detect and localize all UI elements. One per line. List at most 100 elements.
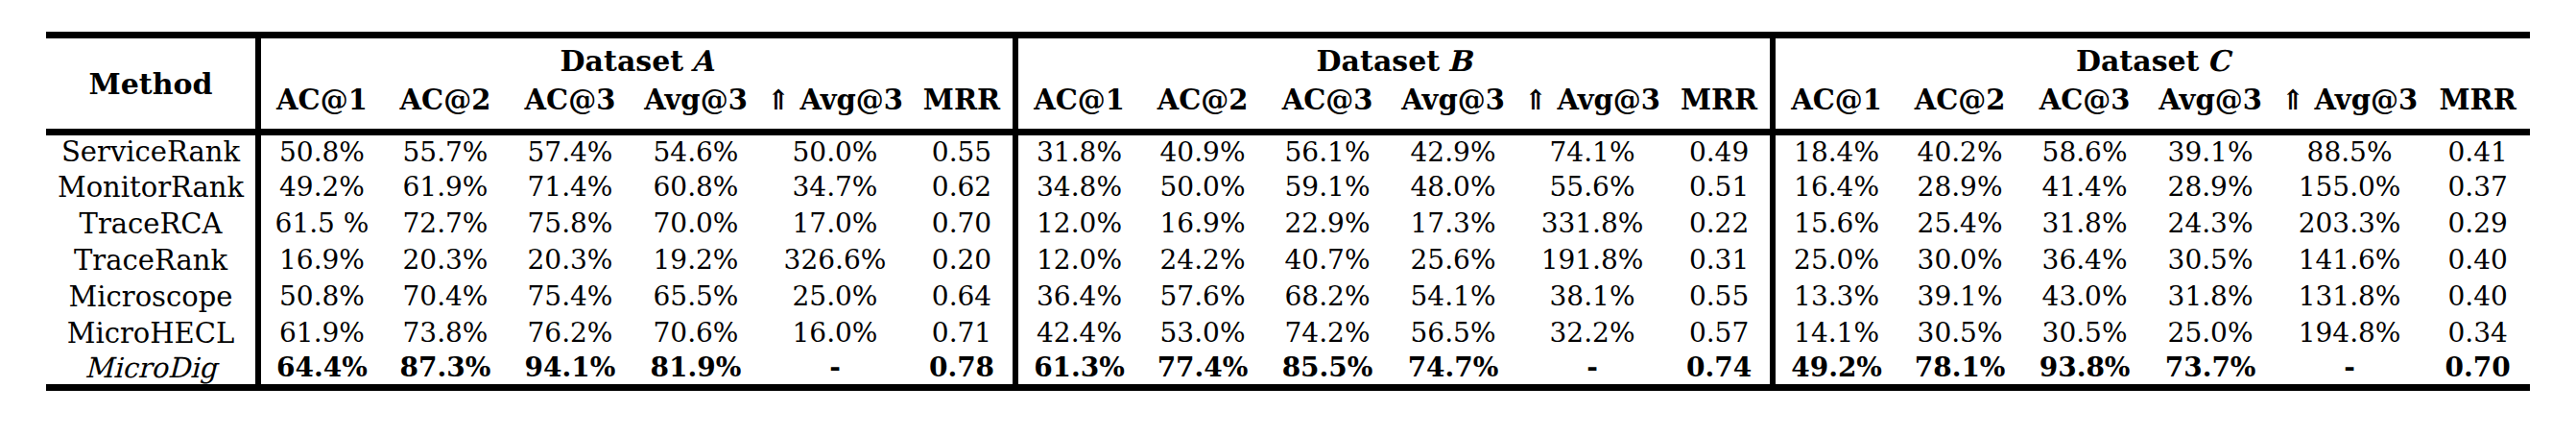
value-cell: 331.8%: [1516, 206, 1668, 242]
dataset-b-header: DatasetB: [1015, 36, 1773, 85]
metric-header-b-ac2: AC@2: [1140, 84, 1265, 133]
value-cell: 87.3%: [383, 351, 508, 388]
results-table: Method DatasetA DatasetB DatasetC AC@1 A…: [46, 32, 2530, 391]
metric-header-c-ac2: AC@2: [1897, 84, 2022, 133]
value-cell: 18.4%: [1773, 133, 1897, 169]
value-cell: 13.3%: [1773, 279, 1897, 315]
value-cell: 57.4%: [508, 133, 632, 169]
value-cell: 70.0%: [632, 206, 759, 242]
value-cell: 41.4%: [2022, 169, 2147, 206]
value-cell: 25.0%: [2147, 315, 2274, 351]
value-cell: 30.5%: [2022, 315, 2147, 351]
dataset-a-word: Dataset: [561, 44, 684, 78]
value-cell: 39.1%: [1897, 279, 2022, 315]
value-cell: 0.37: [2425, 169, 2530, 206]
value-cell: 71.4%: [508, 169, 632, 206]
value-cell: 32.2%: [1516, 315, 1668, 351]
value-cell: 0.74: [1668, 351, 1773, 388]
method-cell: MicroDig: [46, 351, 258, 388]
method-cell: MicroHECL: [46, 315, 258, 351]
value-cell: 68.2%: [1265, 279, 1390, 315]
value-cell: 55.6%: [1516, 169, 1668, 206]
value-cell: 0.55: [1668, 279, 1773, 315]
value-cell: 0.22: [1668, 206, 1773, 242]
value-cell: 60.8%: [632, 169, 759, 206]
metric-header-b-ac1: AC@1: [1015, 84, 1140, 133]
value-cell: 141.6%: [2274, 242, 2425, 279]
metric-header-b-ac3: AC@3: [1265, 84, 1390, 133]
value-cell: 12.0%: [1015, 242, 1140, 279]
value-cell: 55.7%: [383, 133, 508, 169]
metric-header-b-avg3: Avg@3: [1390, 84, 1516, 133]
method-cell: ServiceRank: [46, 133, 258, 169]
value-cell: 49.2%: [1773, 351, 1897, 388]
value-cell: 76.2%: [508, 315, 632, 351]
value-cell: -: [759, 351, 911, 388]
value-cell: 0.55: [911, 133, 1015, 169]
dataset-b-letter: B: [1440, 44, 1471, 78]
metric-header-c-ac1: AC@1: [1773, 84, 1897, 133]
value-cell: 40.9%: [1140, 133, 1265, 169]
table-header: Method DatasetA DatasetB DatasetC AC@1 A…: [46, 36, 2530, 133]
value-cell: 85.5%: [1265, 351, 1390, 388]
metric-header-b-mrr: MRR: [1668, 84, 1773, 133]
value-cell: 49.2%: [258, 169, 383, 206]
value-cell: 61.9%: [258, 315, 383, 351]
value-cell: 64.4%: [258, 351, 383, 388]
value-cell: 81.9%: [632, 351, 759, 388]
value-cell: 34.7%: [759, 169, 911, 206]
value-cell: 12.0%: [1015, 206, 1140, 242]
value-cell: 36.4%: [2022, 242, 2147, 279]
table-row-tracerank: TraceRank 16.9% 20.3% 20.3% 19.2% 326.6%…: [46, 242, 2530, 279]
value-cell: 50.0%: [1140, 169, 1265, 206]
dataset-c-word: Dataset: [2076, 44, 2200, 78]
value-cell: 74.2%: [1265, 315, 1390, 351]
table-row-microdig: MicroDig 64.4% 87.3% 94.1% 81.9% - 0.78 …: [46, 351, 2530, 388]
value-cell: 0.40: [2425, 242, 2530, 279]
value-cell: 61.3%: [1015, 351, 1140, 388]
value-cell: 72.7%: [383, 206, 508, 242]
value-cell: 28.9%: [1897, 169, 2022, 206]
value-cell: 0.20: [911, 242, 1015, 279]
value-cell: 28.9%: [2147, 169, 2274, 206]
value-cell: 50.8%: [258, 279, 383, 315]
value-cell: 50.0%: [759, 133, 911, 169]
metric-header-a-upavg3: ⇑ Avg@3: [759, 84, 911, 133]
value-cell: 59.1%: [1265, 169, 1390, 206]
value-cell: 16.0%: [759, 315, 911, 351]
value-cell: 0.70: [2425, 351, 2530, 388]
table-row-servicerank: ServiceRank 50.8% 55.7% 57.4% 54.6% 50.0…: [46, 133, 2530, 169]
metric-header-c-ac3: AC@3: [2022, 84, 2147, 133]
value-cell: 78.1%: [1897, 351, 2022, 388]
value-cell: 54.6%: [632, 133, 759, 169]
value-cell: 94.1%: [508, 351, 632, 388]
dataset-a-letter: A: [683, 44, 713, 78]
value-cell: 0.51: [1668, 169, 1773, 206]
value-cell: 31.8%: [1015, 133, 1140, 169]
method-cell: MonitorRank: [46, 169, 258, 206]
value-cell: 73.8%: [383, 315, 508, 351]
value-cell: 30.0%: [1897, 242, 2022, 279]
value-cell: 0.49: [1668, 133, 1773, 169]
value-cell: 0.62: [911, 169, 1015, 206]
metric-header-b-upavg3: ⇑ Avg@3: [1516, 84, 1668, 133]
value-cell: 25.0%: [759, 279, 911, 315]
value-cell: 0.29: [2425, 206, 2530, 242]
table-row-tracerca: TraceRCA 61.5 % 72.7% 75.8% 70.0% 17.0% …: [46, 206, 2530, 242]
value-cell: 0.40: [2425, 279, 2530, 315]
value-cell: 0.34: [2425, 315, 2530, 351]
value-cell: 17.3%: [1390, 206, 1516, 242]
value-cell: 16.9%: [258, 242, 383, 279]
value-cell: 70.6%: [632, 315, 759, 351]
method-cell: Microscope: [46, 279, 258, 315]
paper-results-table-page: Method DatasetA DatasetB DatasetC AC@1 A…: [0, 0, 2576, 436]
value-cell: 43.0%: [2022, 279, 2147, 315]
metric-header-a-ac3: AC@3: [508, 84, 632, 133]
value-cell: 0.78: [911, 351, 1015, 388]
value-cell: 24.3%: [2147, 206, 2274, 242]
value-cell: 42.9%: [1390, 133, 1516, 169]
value-cell: 191.8%: [1516, 242, 1668, 279]
value-cell: 48.0%: [1390, 169, 1516, 206]
value-cell: 15.6%: [1773, 206, 1897, 242]
value-cell: 14.1%: [1773, 315, 1897, 351]
